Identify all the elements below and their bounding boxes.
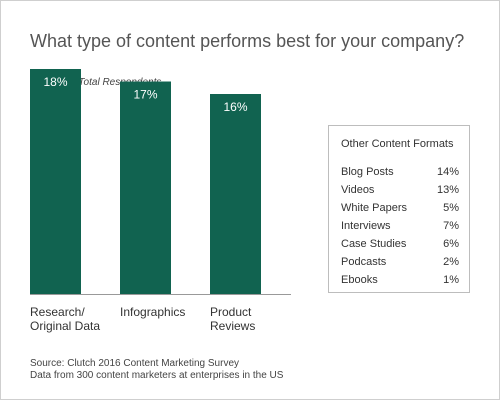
other-format-value: 13% [436,184,459,196]
category-label-2: Product Reviews [210,305,255,333]
other-format-value: 6% [443,238,459,250]
chart-title: What type of content performs best for y… [30,31,465,51]
other-formats-box: Other Content Formats Blog Posts 14% Video… [328,125,470,293]
sample-note: Data from 300 content marketers at enter… [30,370,284,381]
other-format-row: Ebooks 1% [341,271,459,289]
other-format-label: Podcasts [341,256,387,268]
other-formats-title: Other Content Formats [341,138,454,150]
other-format-row: Interviews 7% [341,217,459,235]
chart-subtitle: Percent of Total Respondents [30,77,162,88]
other-format-label: Ebooks [341,274,378,286]
other-format-value: 1% [443,274,459,286]
other-format-value: 14% [436,166,459,178]
bar-value-label-2: 16% [223,100,247,114]
other-format-value: 2% [443,256,459,268]
other-format-value: 5% [443,202,459,214]
other-format-row: White Papers 5% [341,199,459,217]
other-format-row: Case Studies 6% [341,235,459,253]
category-label-1: Infographics [120,305,185,319]
bar-value-label-0: 18% [43,75,67,89]
source-note: Source: Clutch 2016 Content Marketing Su… [30,358,239,369]
other-formats-list: Blog Posts 14% Videos 13% White Papers 5% Inte… [341,163,459,289]
other-format-label: Blog Posts [341,166,394,178]
category-label-0: Research/Original Data [30,305,100,333]
chart-footer: Source: Clutch 2016 Content Marketing Su… [30,358,283,382]
other-format-row: Videos 13% [341,181,459,199]
other-format-row: Blog Posts 14% [341,163,459,181]
other-format-row: Podcasts 2% [341,253,459,271]
other-format-label: White Papers [341,202,408,214]
other-format-value: 7% [443,220,459,232]
bar-value-label-1: 17% [133,88,157,102]
bar-1 [120,81,171,294]
bar-2 [210,94,261,294]
bar-0 [30,69,81,294]
other-format-label: Videos [341,184,375,196]
other-format-label: Interviews [341,220,391,232]
other-format-label: Case Studies [341,238,407,250]
